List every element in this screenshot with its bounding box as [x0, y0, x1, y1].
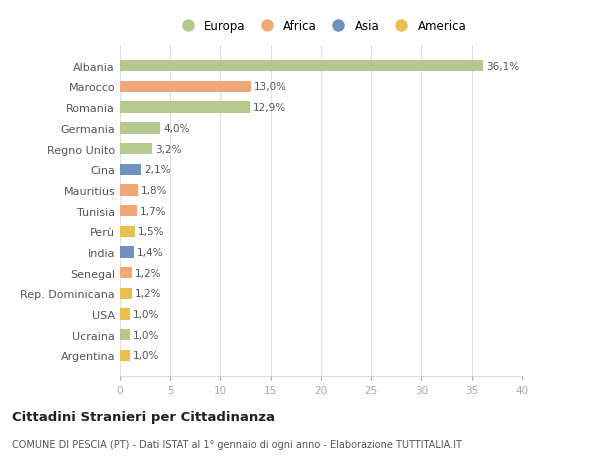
Bar — [120, 123, 160, 134]
Bar — [120, 226, 135, 237]
Text: 1,2%: 1,2% — [135, 268, 161, 278]
Text: Cittadini Stranieri per Cittadinanza: Cittadini Stranieri per Cittadinanza — [12, 410, 275, 423]
Bar — [120, 350, 130, 361]
Text: 1,7%: 1,7% — [140, 206, 167, 216]
Bar — [120, 247, 134, 258]
Text: 1,4%: 1,4% — [137, 247, 164, 257]
Bar — [120, 288, 132, 299]
Text: 2,1%: 2,1% — [144, 165, 170, 175]
Text: 1,2%: 1,2% — [135, 289, 161, 299]
Text: 13,0%: 13,0% — [254, 82, 287, 92]
Text: 12,9%: 12,9% — [253, 103, 286, 113]
Bar — [120, 268, 132, 279]
Bar — [120, 206, 137, 217]
Bar — [120, 185, 138, 196]
Text: 3,2%: 3,2% — [155, 144, 182, 154]
Bar — [120, 144, 152, 155]
Legend: Europa, Africa, Asia, America: Europa, Africa, Asia, America — [171, 16, 471, 38]
Bar — [120, 164, 141, 175]
Bar — [120, 330, 130, 341]
Bar — [120, 61, 483, 72]
Text: 4,0%: 4,0% — [163, 123, 190, 134]
Text: COMUNE DI PESCIA (PT) - Dati ISTAT al 1° gennaio di ogni anno - Elaborazione TUT: COMUNE DI PESCIA (PT) - Dati ISTAT al 1°… — [12, 440, 462, 449]
Text: 1,0%: 1,0% — [133, 309, 160, 319]
Bar — [120, 82, 251, 93]
Text: 1,5%: 1,5% — [138, 227, 164, 237]
Text: 1,0%: 1,0% — [133, 330, 160, 340]
Text: 1,0%: 1,0% — [133, 351, 160, 361]
Bar — [120, 309, 130, 320]
Bar — [120, 102, 250, 113]
Text: 36,1%: 36,1% — [486, 62, 519, 72]
Text: 1,8%: 1,8% — [141, 185, 167, 196]
